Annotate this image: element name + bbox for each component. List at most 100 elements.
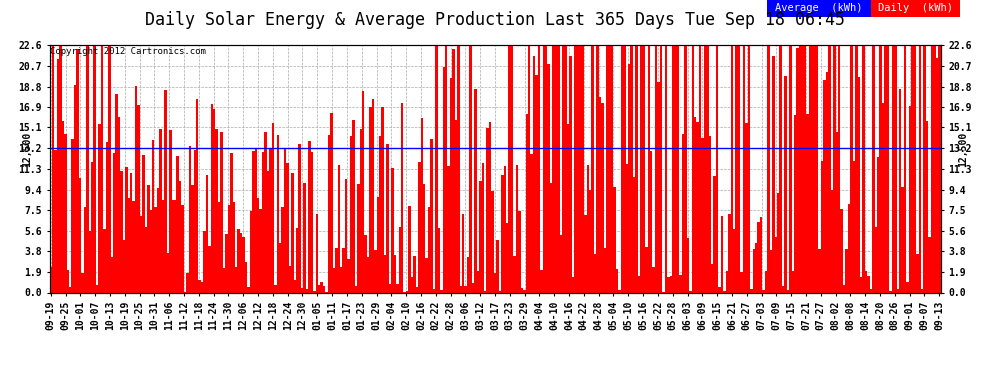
Bar: [472, 284, 474, 292]
Bar: [313, 291, 316, 292]
Bar: [56, 59, 59, 292]
Bar: [774, 237, 777, 292]
Bar: [784, 76, 787, 292]
Bar: [909, 106, 911, 292]
Bar: [367, 257, 369, 292]
Bar: [623, 45, 626, 292]
Bar: [931, 45, 934, 292]
Bar: [559, 235, 562, 292]
Bar: [486, 128, 489, 292]
Bar: [852, 161, 855, 292]
Bar: [84, 207, 86, 292]
Bar: [196, 99, 198, 292]
Bar: [606, 45, 609, 292]
Bar: [824, 80, 826, 292]
Bar: [838, 45, 841, 292]
Bar: [81, 273, 84, 292]
Bar: [121, 171, 123, 292]
Bar: [667, 277, 669, 292]
Bar: [171, 201, 174, 292]
Bar: [294, 280, 296, 292]
Bar: [865, 272, 867, 292]
Bar: [54, 150, 56, 292]
Bar: [138, 105, 140, 292]
Bar: [343, 249, 345, 292]
Bar: [533, 56, 536, 292]
Bar: [243, 237, 245, 292]
Bar: [133, 201, 135, 292]
Bar: [179, 181, 181, 292]
Bar: [381, 107, 384, 292]
Bar: [76, 49, 79, 292]
Bar: [528, 45, 531, 292]
Bar: [541, 270, 543, 292]
Bar: [742, 45, 745, 292]
Bar: [491, 191, 494, 292]
Bar: [939, 45, 940, 292]
Bar: [438, 228, 441, 292]
Bar: [626, 164, 628, 292]
Bar: [816, 45, 819, 292]
Bar: [276, 135, 279, 292]
Bar: [74, 85, 76, 292]
Bar: [842, 285, 845, 292]
Bar: [552, 45, 554, 292]
Bar: [884, 45, 887, 292]
Bar: [691, 45, 694, 292]
Bar: [156, 188, 159, 292]
Bar: [328, 135, 331, 292]
Bar: [198, 280, 201, 292]
Bar: [262, 152, 264, 292]
Text: Daily  (kWh): Daily (kWh): [878, 3, 953, 13]
Bar: [845, 249, 847, 292]
Bar: [86, 45, 88, 292]
Bar: [338, 165, 340, 292]
Bar: [523, 290, 526, 292]
Bar: [696, 122, 699, 292]
Bar: [50, 267, 51, 292]
Bar: [193, 150, 196, 292]
Bar: [721, 216, 724, 292]
Bar: [869, 289, 872, 292]
Bar: [929, 237, 931, 292]
Bar: [145, 227, 148, 292]
Bar: [687, 238, 689, 292]
Bar: [333, 268, 335, 292]
Bar: [547, 64, 549, 292]
Bar: [714, 176, 716, 292]
Bar: [406, 291, 408, 292]
Bar: [647, 45, 650, 292]
Bar: [616, 269, 619, 292]
Bar: [218, 202, 221, 292]
Bar: [206, 176, 208, 292]
Bar: [755, 243, 757, 292]
Bar: [645, 248, 647, 292]
Bar: [431, 139, 433, 292]
Bar: [511, 45, 513, 292]
Bar: [543, 45, 545, 292]
Bar: [894, 45, 897, 292]
Bar: [449, 78, 452, 292]
Bar: [738, 45, 741, 292]
Bar: [619, 290, 621, 292]
Bar: [413, 256, 416, 292]
Bar: [436, 45, 438, 292]
Bar: [772, 56, 774, 292]
Bar: [672, 45, 674, 292]
Bar: [401, 103, 404, 292]
Bar: [281, 207, 284, 292]
Bar: [572, 277, 574, 292]
Bar: [847, 204, 850, 292]
Bar: [71, 138, 74, 292]
Bar: [306, 290, 308, 292]
Bar: [459, 286, 462, 292]
Bar: [745, 123, 747, 292]
Bar: [536, 75, 538, 292]
Bar: [924, 45, 926, 292]
Bar: [426, 258, 428, 292]
Bar: [245, 262, 248, 292]
Bar: [574, 45, 577, 292]
Bar: [335, 248, 338, 292]
Bar: [921, 289, 924, 292]
Bar: [567, 124, 569, 292]
